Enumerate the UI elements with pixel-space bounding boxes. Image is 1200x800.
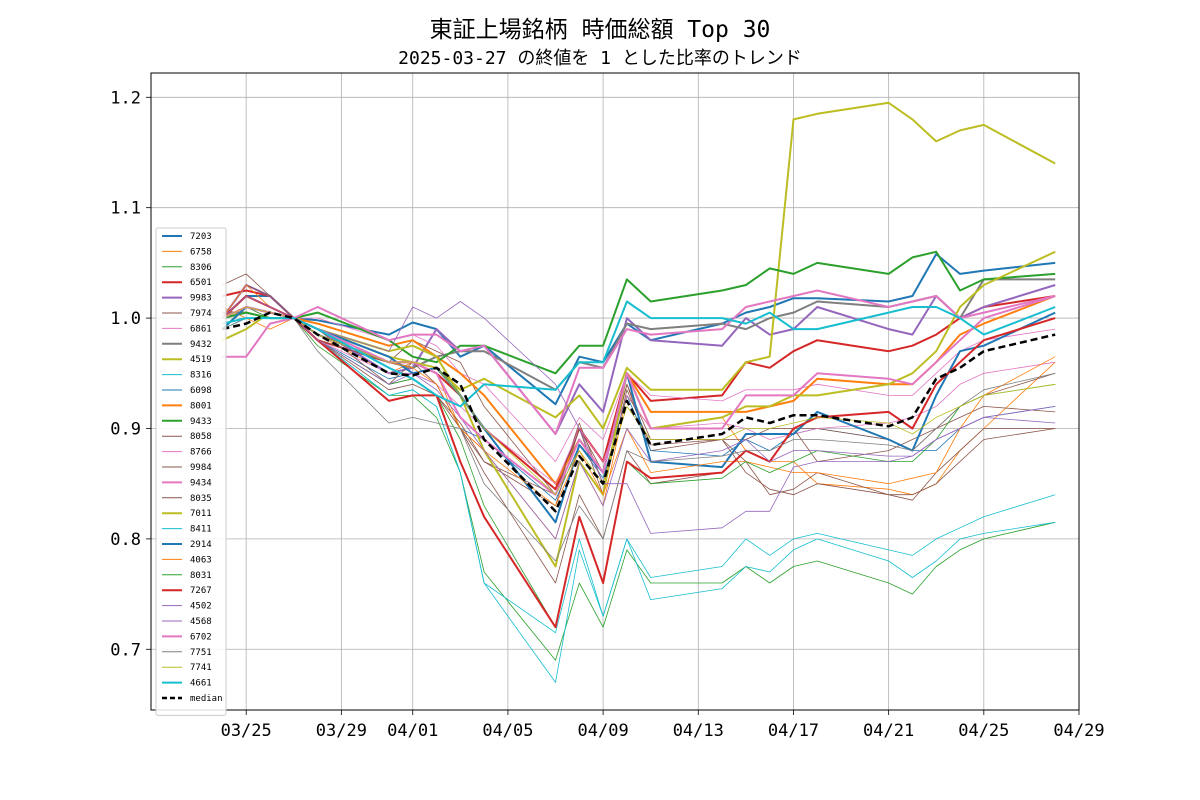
- legend-label-6501: 6501: [190, 278, 212, 288]
- legend-label-8031: 8031: [190, 571, 212, 581]
- legend-label-9434: 9434: [190, 478, 212, 488]
- legend-label-4063: 4063: [190, 555, 212, 565]
- y-tick-label: 1.1: [110, 199, 141, 219]
- legend-label-7011: 7011: [190, 509, 212, 519]
- y-tick-label: 1.0: [110, 309, 141, 329]
- legend-label-9984: 9984: [190, 463, 212, 473]
- series-line-9433: [222, 250, 1056, 375]
- plot-frame: [150, 72, 1080, 711]
- legend-label-8316: 8316: [190, 371, 212, 381]
- legend-label-6758: 6758: [190, 247, 212, 257]
- series-line-4568: [222, 295, 1056, 540]
- x-tick-label: 04/09: [578, 721, 629, 741]
- series-line-4502: [222, 301, 1056, 534]
- y-tick-label: 0.9: [110, 419, 141, 439]
- legend-label-8001: 8001: [190, 401, 212, 411]
- legend-label-median: median: [190, 694, 223, 704]
- legend-label-6098: 6098: [190, 386, 212, 396]
- legend-label-8035: 8035: [190, 494, 212, 504]
- x-tick-label: 04/25: [958, 721, 1009, 741]
- legend-label-4519: 4519: [190, 355, 212, 365]
- x-tick-label: 04/01: [387, 721, 438, 741]
- legend-label-7741: 7741: [190, 663, 212, 673]
- legend-label-9433: 9433: [190, 417, 212, 427]
- legend-label-4502: 4502: [190, 602, 212, 612]
- legend-label-7267: 7267: [190, 586, 212, 596]
- x-tick-label: 04/13: [673, 721, 724, 741]
- x-tick-label: 04/29: [1053, 721, 1104, 741]
- legend-box: [155, 227, 227, 716]
- legend-label-4568: 4568: [190, 617, 212, 627]
- x-tick-label: 03/29: [316, 721, 367, 741]
- series-line-8316: [222, 317, 1056, 683]
- series-line-6861: [222, 306, 1056, 463]
- legend-label-7203: 7203: [190, 232, 212, 242]
- legend-label-8411: 8411: [190, 525, 212, 535]
- legend-label-6702: 6702: [190, 632, 212, 642]
- series-line-9432: [222, 278, 1056, 391]
- y-tick-label: 0.7: [110, 640, 141, 660]
- series-line-6758: [222, 306, 1056, 540]
- legend-label-8766: 8766: [190, 448, 212, 458]
- legend-label-7974: 7974: [190, 309, 212, 319]
- chart-subtitle: 2025-03-27 の終値を 1 とした比率のトレンド: [398, 48, 802, 69]
- series-line-7267: [221, 295, 1056, 629]
- series-line-8306: [222, 306, 1056, 661]
- legend-label-9432: 9432: [190, 340, 212, 350]
- legend-label-8058: 8058: [190, 432, 212, 442]
- legend-label-2914: 2914: [190, 540, 212, 550]
- legend-label-4661: 4661: [190, 679, 212, 689]
- y-tick-label: 0.8: [110, 530, 141, 550]
- series-line-7751: [222, 317, 1056, 562]
- x-tick-label: 04/05: [482, 721, 533, 741]
- series-line-4661: [222, 300, 1056, 408]
- legend-label-6861: 6861: [190, 324, 212, 334]
- y-tick-label: 1.2: [110, 88, 141, 108]
- series-line-9434: [222, 289, 1056, 435]
- legend-label-8306: 8306: [190, 263, 212, 273]
- x-tick-label: 03/25: [221, 721, 272, 741]
- x-tick-label: 04/21: [863, 721, 914, 741]
- legend-label-7751: 7751: [190, 648, 212, 658]
- legend-label-9983: 9983: [190, 294, 212, 304]
- x-tick-label: 04/17: [768, 721, 819, 741]
- series-line-7203: [221, 253, 1056, 406]
- chart-title: 東証上場銘柄 時価総額 Top 30: [429, 17, 771, 43]
- series-line-median: [222, 311, 1056, 513]
